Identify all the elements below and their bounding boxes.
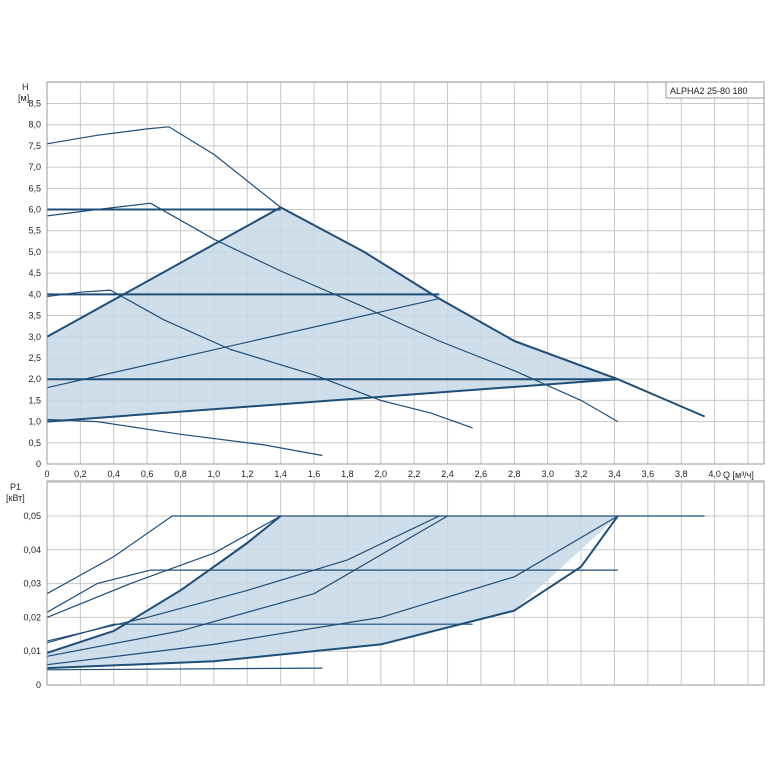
head-x-tick-label: 3,6 [642,469,655,479]
power-curve-6 [46,515,282,654]
head-y-tick-label: 5,5 [28,226,41,236]
head-x-tick-label: 1,0 [208,469,221,479]
head-y-tick-label: 6,0 [28,205,41,215]
head-y-tick-label: 7,5 [28,141,41,151]
power-curve-5 [46,515,281,618]
power-panel: 0 0,01 0,02 0,03 0,04 0,05 P1 [кВт] [6,480,765,690]
head-y-unit: [м] [18,93,29,103]
head-x-tick-label: 3,4 [608,469,621,479]
power-curve-4 [46,667,323,671]
head-x-tick-label: 0 [44,469,49,479]
power-curve-7 [46,515,440,642]
head-x-tick-label: 1,6 [308,469,321,479]
power-y-unit: [кВт] [6,493,25,503]
head-curve-4 [46,418,323,457]
head-x-tick-label: 3,2 [575,469,588,479]
head-curve-2 [46,202,619,423]
head-y-tick-label: 6,5 [28,183,41,193]
head-y-label: H [22,82,29,92]
head-curve-9 [46,298,440,389]
head-y-tick-label: 8,5 [28,99,41,109]
head-y-tick-label: 0,5 [28,438,41,448]
power-y-tick-label: 0 [36,680,41,690]
head-y-tick-label: 1,5 [28,395,41,405]
head-y-tick-label: 1,0 [28,417,41,427]
head-x-tick-label: 1,4 [274,469,287,479]
head-x-tick-label: 1,8 [341,469,354,479]
head-x-label: Q [м³/ч] [723,470,754,480]
power-y-label: P1 [10,482,21,492]
head-curve-10 [46,378,618,423]
power-y-tick-label: 0,03 [23,579,41,589]
head-curve-8 [46,206,282,338]
head-x-tick-label: 2,6 [475,469,488,479]
head-y-tick-label: 8,0 [28,120,41,130]
head-x-tick-label: 3,8 [675,469,688,479]
head-x-tick-label: 3,0 [541,469,554,479]
head-panel: 0 0,5 1,0 1,5 2,0 2,5 3,0 3,5 4,0 4,5 5,0 5,5 6,0 6,5… [18,81,765,480]
head-operating-area [47,207,618,422]
head-x-tick-label: 0,6 [141,469,154,479]
head-x-tick-label: 0,4 [108,469,121,479]
model-legend-label: ALPHA2 25-80 180 [670,86,748,96]
head-y-tick-label: 0 [36,459,41,469]
power-y-tick-label: 0,05 [23,511,41,521]
power-y-tick-label: 0,04 [23,545,41,555]
head-curve-3 [46,289,473,429]
head-y-tick-label: 2,0 [28,374,41,384]
head-y-tick-label: 3,5 [28,311,41,321]
head-x-tick-label: 1,2 [241,469,254,479]
head-y-tick-label: 5,0 [28,247,41,257]
head-x-tick-label: 0,8 [174,469,187,479]
power-curve-9 [46,515,619,666]
power-curve-2 [46,569,618,613]
head-x-tick-label: 2,8 [508,469,521,479]
head-x-tick-label: 0,2 [74,469,87,479]
head-y-tick-label: 2,5 [28,353,41,363]
power-plot-frame [46,480,765,686]
head-y-tick-label: 7,0 [28,162,41,172]
head-y-tick-label: 4,0 [28,289,41,299]
model-legend-box [665,81,765,99]
power-operating-area [47,516,618,669]
power-curve-10 [46,515,619,670]
head-y-tick-label: 3,0 [28,332,41,342]
head-x-tick-label: 2,2 [408,469,421,479]
head-plot-frame [46,81,765,465]
power-curve-8 [46,515,448,657]
power-y-tick-label: 0,02 [23,612,41,622]
head-curve-11 [280,206,705,418]
head-x-tick-label: 4,0 [708,469,721,479]
head-x-tick-label: 2,0 [375,469,388,479]
model-legend: ALPHA2 25-80 180 [665,81,765,99]
head-x-tick-label: 2,4 [441,469,454,479]
head-y-tick-label: 4,5 [28,268,41,278]
power-y-tick-label: 0,01 [23,646,41,656]
power-curve-3 [46,623,473,644]
